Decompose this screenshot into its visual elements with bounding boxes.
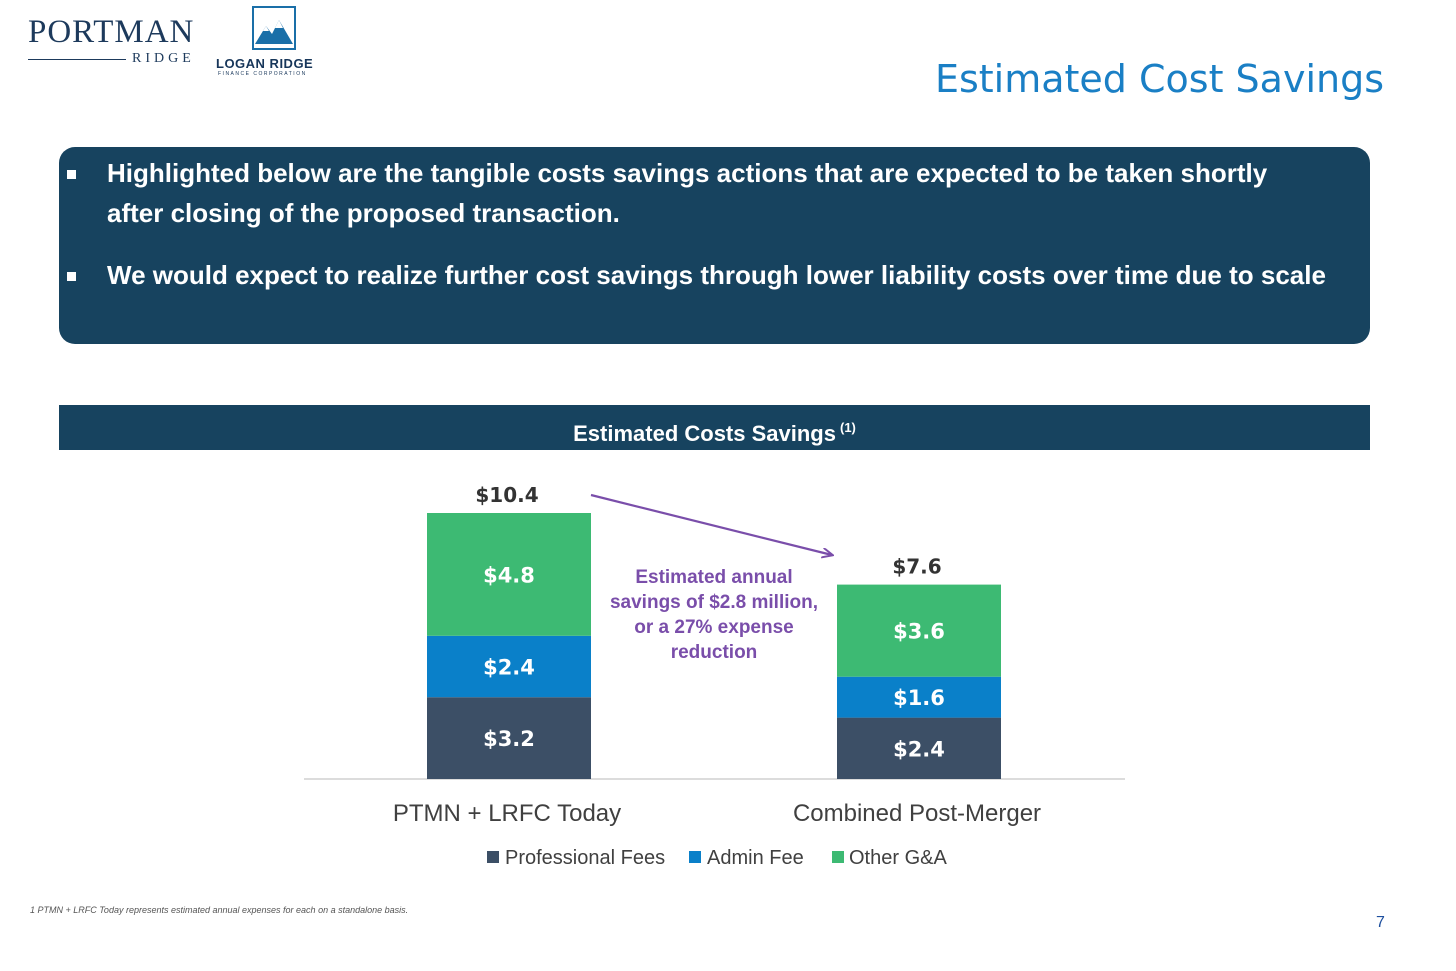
bar-segment-other-g-a (837, 584, 1001, 677)
legend-label: Admin Fee (707, 847, 804, 869)
bar-segment-other-g-a (427, 513, 591, 636)
legend-swatch (832, 851, 844, 863)
data-label: $1.6 (893, 686, 945, 710)
data-label: $3.6 (893, 620, 945, 644)
portman-logo-rule (28, 58, 126, 60)
legend-swatch (689, 851, 701, 863)
summary-bullet-1: Highlighted below are the tangible costs… (67, 153, 1330, 233)
summary-box: Highlighted below are the tangible costs… (59, 147, 1370, 344)
savings-annotation-line: reduction (671, 642, 758, 663)
bar-segment-professional-fees (837, 717, 1001, 779)
data-label: $4.8 (483, 563, 535, 587)
data-label: $2.4 (893, 737, 945, 761)
bullet-square-icon (67, 170, 76, 179)
category-tick-label: Combined Post-Merger (793, 800, 1041, 827)
savings-arrow (590, 493, 832, 555)
page-title: Estimated Cost Savings (934, 57, 1384, 102)
bullet-square-icon (67, 272, 76, 281)
summary-bullet-2-text: We would expect to realize further cost … (107, 260, 1326, 290)
mountain-icon (252, 6, 296, 50)
chart-header-title: Estimated Costs Savings (573, 421, 836, 446)
data-label: $2.4 (483, 656, 535, 680)
portman-ridge-logo: PORTMAN RIDGE (28, 14, 208, 67)
logan-ridge-logo: LOGAN RIDGE FINANCE CORPORATION (216, 6, 336, 77)
page-number: 7 (1376, 914, 1385, 931)
logan-logo-tagline: FINANCE CORPORATION (218, 71, 307, 77)
data-label: $3.2 (483, 727, 535, 751)
savings-annotation-line: or a 27% expense (634, 617, 793, 638)
legend-label: Other G&A (849, 847, 947, 869)
bar-segment-professional-fees (427, 697, 591, 779)
category-tick-label: PTMN + LRFC Today (393, 800, 621, 827)
portman-logo-text: PORTMAN (28, 14, 195, 50)
savings-annotation-line: savings of $2.8 million, (610, 592, 818, 613)
chart-header-footnote-ref: (1) (839, 420, 856, 435)
bar-total-label: $7.6 (892, 555, 941, 579)
chart-header: Estimated Costs Savings (1) (59, 405, 1370, 450)
legend-swatch (487, 851, 499, 863)
logan-logo-name: LOGAN RIDGE (216, 56, 314, 71)
bar-segment-admin-fee (837, 676, 1001, 718)
bar-total-label: $10.4 (475, 483, 538, 507)
footnote: 1 PTMN + LRFC Today represents estimated… (30, 905, 409, 915)
savings-annotation-line: Estimated annual (635, 567, 792, 588)
summary-bullet-1-text: Highlighted below are the tangible costs… (107, 158, 1268, 228)
legend-label: Professional Fees (505, 847, 665, 869)
summary-bullet-2: We would expect to realize further cost … (67, 255, 1330, 295)
bar-segment-admin-fee (427, 635, 591, 698)
portman-logo-subtext: RIDGE (132, 51, 195, 66)
